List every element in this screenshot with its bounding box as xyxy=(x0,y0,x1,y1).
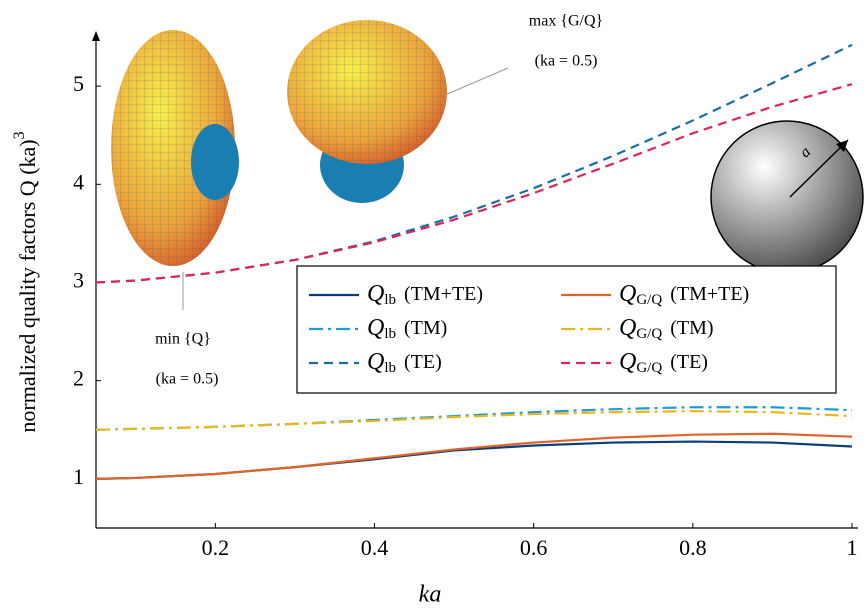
x-tick-label: 0.6 xyxy=(520,535,548,560)
y-axis-label-sup: 3 xyxy=(11,131,28,139)
legend-symbol: Q xyxy=(619,281,636,307)
legend-symbol: Q xyxy=(367,281,384,307)
x-tick-label: 0.4 xyxy=(361,535,389,560)
legend-label: Qlb (TE) xyxy=(367,349,442,377)
annotation: max {G/Q} xyxy=(529,13,603,30)
series-line xyxy=(96,411,852,430)
legend-mode: (TE) xyxy=(670,351,708,373)
series-line xyxy=(96,434,852,479)
leader-line xyxy=(445,68,508,95)
annotation: (ka = 0.5) xyxy=(156,371,219,388)
y-tick-label: 2 xyxy=(73,366,84,391)
legend-subscript: G/Q xyxy=(636,360,662,376)
legend-mode: (TM+TE) xyxy=(404,283,483,305)
legend-label: Qlb (TM) xyxy=(367,315,447,343)
y-axis-label: normalized quality factors Q (ka)3 xyxy=(11,131,40,432)
lobe-mesh xyxy=(287,20,447,164)
legend-symbol: Q xyxy=(619,349,636,375)
legend-symbol: Q xyxy=(367,315,384,341)
x-tick-label: 0.2 xyxy=(202,535,230,560)
legend-mode: (TM+TE) xyxy=(670,283,749,305)
x-tick-label: 1 xyxy=(847,535,858,560)
y-axis-label-text: normalized quality factors Q (ka) xyxy=(15,139,40,432)
chart: a max {G/Q} (ka = 0.5) min {Q} (ka = 0.5… xyxy=(0,0,866,613)
annotation: min {Q} xyxy=(155,331,211,348)
legend-subscript: lb xyxy=(384,292,396,308)
y-tick-label: 5 xyxy=(73,71,84,96)
legend-mode: (TM) xyxy=(404,317,447,339)
annotation: (ka = 0.5) xyxy=(535,53,598,70)
toroid-hole xyxy=(191,124,239,200)
legend-subscript: lb xyxy=(384,326,396,342)
legend-mode: (TM) xyxy=(670,317,713,339)
y-axis-arrow xyxy=(92,31,100,41)
y-tick-label: 1 xyxy=(73,464,84,489)
x-tick-label: 0.8 xyxy=(679,535,707,560)
y-tick-label: 4 xyxy=(73,169,84,194)
x-axis-label: ka xyxy=(419,582,442,608)
legend-subscript: lb xyxy=(384,360,396,376)
legend-subscript: G/Q xyxy=(636,326,662,342)
legend-subscript: G/Q xyxy=(636,292,662,308)
legend-mode: (TE) xyxy=(404,351,442,373)
legend-symbol: Q xyxy=(619,315,636,341)
legend-symbol: Q xyxy=(367,349,384,375)
y-tick-label: 3 xyxy=(73,268,84,293)
